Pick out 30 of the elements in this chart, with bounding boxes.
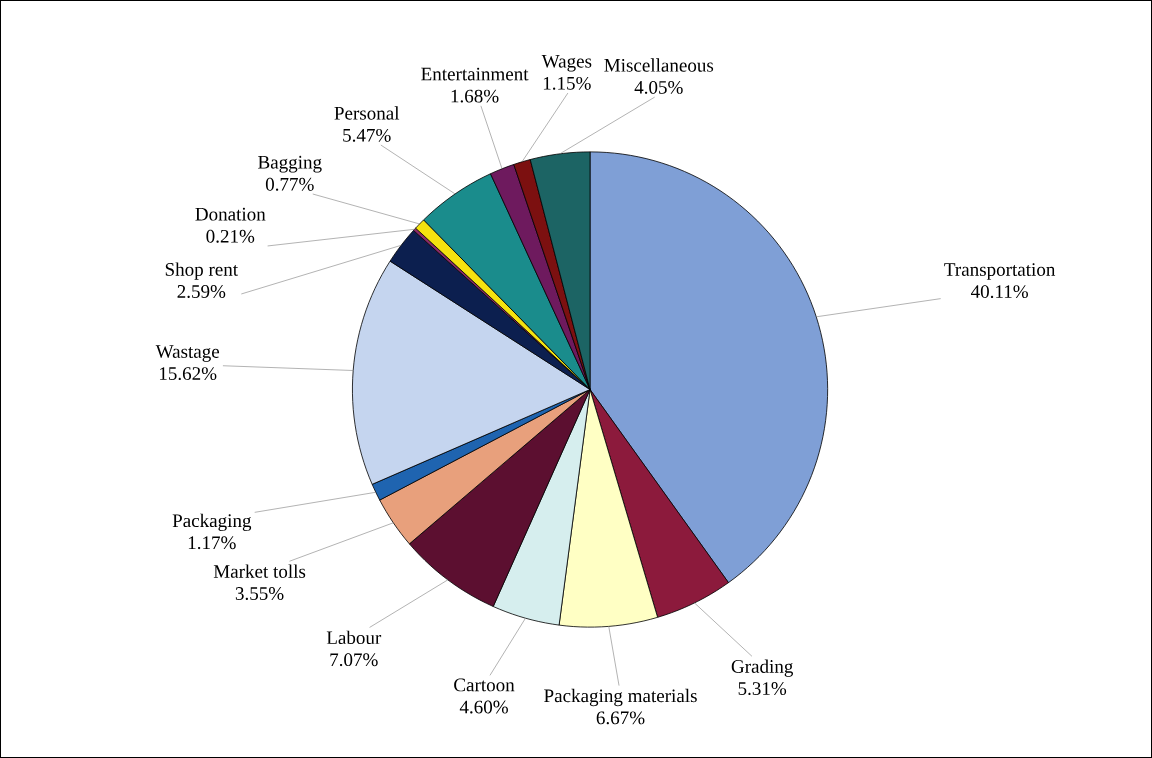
slice-label: Personal <box>334 106 400 120</box>
slice-label: Market tolls <box>213 564 306 578</box>
data-label: 4.05% <box>634 80 683 94</box>
data-label: 0.21% <box>206 229 255 243</box>
data-label: 0.77% <box>265 177 314 191</box>
data-label: 1.15% <box>543 76 591 90</box>
slice-label: Grading <box>731 659 794 677</box>
data-label: 3.55% <box>235 587 284 600</box>
data-label: 6.67% <box>596 711 645 725</box>
data-label: 4.60% <box>459 700 508 714</box>
slice-label: Wages <box>541 55 592 72</box>
slice-label: Labour <box>326 630 382 645</box>
data-label: 1.17% <box>188 536 236 550</box>
slice-label: Transportation <box>944 263 1056 280</box>
data-label: 5.47% <box>343 128 391 142</box>
data-label: 15.62% <box>159 367 217 381</box>
slice-label: Shop rent <box>165 262 238 280</box>
data-label: 2.59% <box>177 285 226 298</box>
data-label: 5.31% <box>738 682 787 696</box>
slice-label: Wastage <box>155 345 220 362</box>
data-label: 7.07% <box>330 653 378 667</box>
slice-label: Packaging <box>172 513 252 531</box>
slice-label: Miscellaneous <box>604 58 714 72</box>
data-label: 40.11% <box>971 285 1028 299</box>
data-label: 1.68% <box>451 89 499 103</box>
slice-label: Donation <box>195 207 266 221</box>
slice-label: Packaging materials <box>544 688 697 707</box>
slice-label: Bagging <box>258 155 322 173</box>
slice-label: Entertainment <box>421 67 529 81</box>
slice-label: Cartoon <box>454 678 515 692</box>
